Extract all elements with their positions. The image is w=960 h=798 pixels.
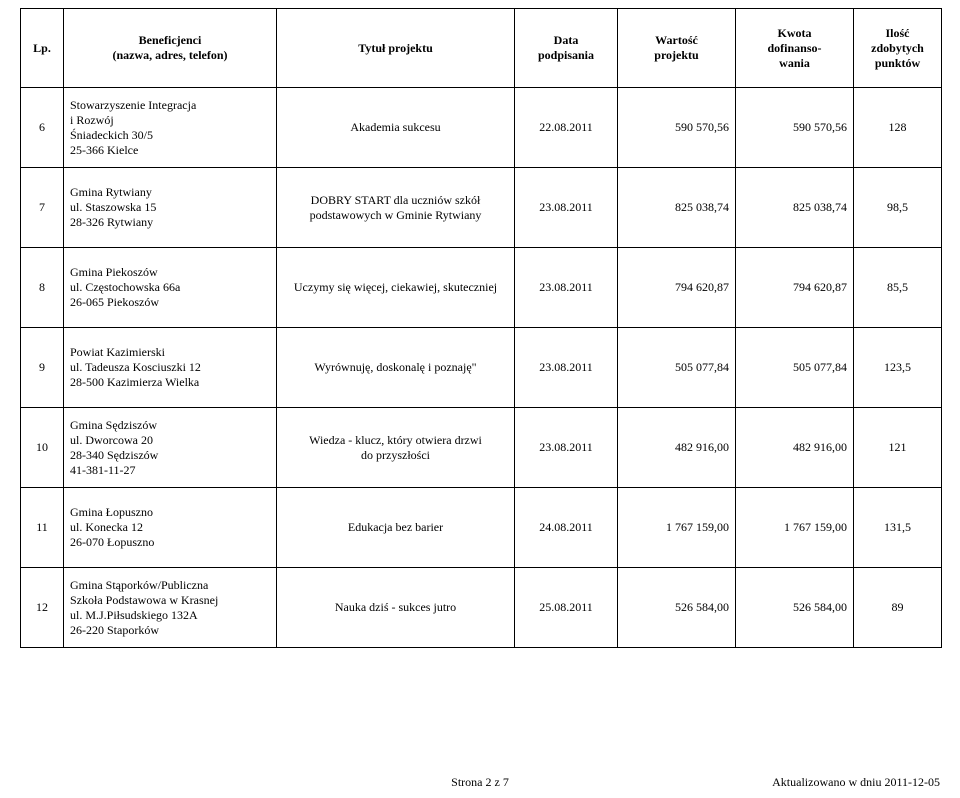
cell-title: Edukacja bez barier bbox=[277, 488, 515, 568]
cell-points: 131,5 bbox=[854, 488, 942, 568]
cell-cofin: 482 916,00 bbox=[736, 408, 854, 488]
cell-cofin: 590 570,56 bbox=[736, 88, 854, 168]
page-footer: Strona 2 z 7 Aktualizowano w dniu 2011-1… bbox=[20, 775, 940, 790]
table-row: 10Gmina Sędziszów ul. Dworcowa 20 28-340… bbox=[21, 408, 942, 488]
table-row: 8Gmina Piekoszów ul. Częstochowska 66a 2… bbox=[21, 248, 942, 328]
cell-beneficiary: Gmina Sędziszów ul. Dworcowa 20 28-340 S… bbox=[64, 408, 277, 488]
cell-points: 98,5 bbox=[854, 168, 942, 248]
cell-value: 825 038,74 bbox=[618, 168, 736, 248]
cell-date: 23.08.2011 bbox=[515, 408, 618, 488]
cell-beneficiary: Stowarzyszenie Integracja i Rozwój Śniad… bbox=[64, 88, 277, 168]
cell-cofin: 825 038,74 bbox=[736, 168, 854, 248]
col-header-beneficiaries: Beneficjenci (nazwa, adres, telefon) bbox=[64, 9, 277, 88]
col-header-lp: Lp. bbox=[21, 9, 64, 88]
cell-cofin: 794 620,87 bbox=[736, 248, 854, 328]
col-header-points: Ilość zdobytych punktów bbox=[854, 9, 942, 88]
cell-lp: 7 bbox=[21, 168, 64, 248]
cell-title: Wyrównuję, doskonalę i poznaję" bbox=[277, 328, 515, 408]
cell-points: 123,5 bbox=[854, 328, 942, 408]
cell-cofin: 505 077,84 bbox=[736, 328, 854, 408]
cell-points: 121 bbox=[854, 408, 942, 488]
cell-title: Uczymy się więcej, ciekawiej, skutecznie… bbox=[277, 248, 515, 328]
cell-date: 24.08.2011 bbox=[515, 488, 618, 568]
cell-title: Nauka dziś - sukces jutro bbox=[277, 568, 515, 648]
table-row: 9Powiat Kazimierski ul. Tadeusza Koscius… bbox=[21, 328, 942, 408]
cell-date: 25.08.2011 bbox=[515, 568, 618, 648]
table-body: 6Stowarzyszenie Integracja i Rozwój Śnia… bbox=[21, 88, 942, 648]
cell-beneficiary: Gmina Piekoszów ul. Częstochowska 66a 26… bbox=[64, 248, 277, 328]
cell-date: 23.08.2011 bbox=[515, 168, 618, 248]
cell-date: 23.08.2011 bbox=[515, 248, 618, 328]
cell-title: Akademia sukcesu bbox=[277, 88, 515, 168]
cell-beneficiary: Powiat Kazimierski ul. Tadeusza Kosciusz… bbox=[64, 328, 277, 408]
cell-value: 794 620,87 bbox=[618, 248, 736, 328]
table-header: Lp. Beneficjenci (nazwa, adres, telefon)… bbox=[21, 9, 942, 88]
cell-beneficiary: Gmina Stąporków/Publiczna Szkoła Podstaw… bbox=[64, 568, 277, 648]
cell-cofin: 526 584,00 bbox=[736, 568, 854, 648]
col-header-title: Tytuł projektu bbox=[277, 9, 515, 88]
col-header-cofin: Kwota dofinanso- wania bbox=[736, 9, 854, 88]
cell-lp: 11 bbox=[21, 488, 64, 568]
cell-points: 128 bbox=[854, 88, 942, 168]
cell-title: DOBRY START dla uczniów szkół podstawowy… bbox=[277, 168, 515, 248]
table-row: 7Gmina Rytwiany ul. Staszowska 15 28-326… bbox=[21, 168, 942, 248]
footer-updated: Aktualizowano w dniu 2011-12-05 bbox=[772, 775, 940, 790]
cell-lp: 9 bbox=[21, 328, 64, 408]
table-row: 12Gmina Stąporków/Publiczna Szkoła Podst… bbox=[21, 568, 942, 648]
cell-lp: 6 bbox=[21, 88, 64, 168]
cell-value: 505 077,84 bbox=[618, 328, 736, 408]
cell-value: 482 916,00 bbox=[618, 408, 736, 488]
cell-title: Wiedza - klucz, który otwiera drzwi do p… bbox=[277, 408, 515, 488]
cell-beneficiary: Gmina Łopuszno ul. Konecka 12 26-070 Łop… bbox=[64, 488, 277, 568]
cell-lp: 8 bbox=[21, 248, 64, 328]
cell-lp: 10 bbox=[21, 408, 64, 488]
cell-cofin: 1 767 159,00 bbox=[736, 488, 854, 568]
table-row: 11Gmina Łopuszno ul. Konecka 12 26-070 Ł… bbox=[21, 488, 942, 568]
cell-value: 526 584,00 bbox=[618, 568, 736, 648]
cell-points: 89 bbox=[854, 568, 942, 648]
cell-date: 23.08.2011 bbox=[515, 328, 618, 408]
cell-date: 22.08.2011 bbox=[515, 88, 618, 168]
cell-beneficiary: Gmina Rytwiany ul. Staszowska 15 28-326 … bbox=[64, 168, 277, 248]
cell-lp: 12 bbox=[21, 568, 64, 648]
col-header-value: Wartość projektu bbox=[618, 9, 736, 88]
cell-value: 1 767 159,00 bbox=[618, 488, 736, 568]
table-row: 6Stowarzyszenie Integracja i Rozwój Śnia… bbox=[21, 88, 942, 168]
cell-value: 590 570,56 bbox=[618, 88, 736, 168]
col-header-date: Data podpisania bbox=[515, 9, 618, 88]
projects-table: Lp. Beneficjenci (nazwa, adres, telefon)… bbox=[20, 8, 942, 648]
cell-points: 85,5 bbox=[854, 248, 942, 328]
table-header-row: Lp. Beneficjenci (nazwa, adres, telefon)… bbox=[21, 9, 942, 88]
